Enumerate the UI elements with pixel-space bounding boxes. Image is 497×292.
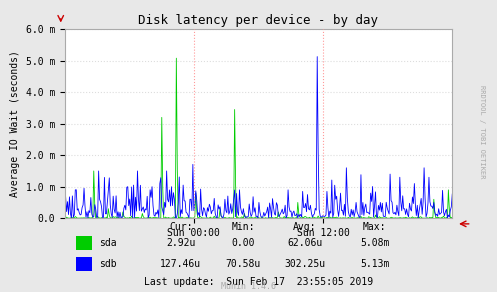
Text: Min:: Min: (231, 222, 254, 232)
Text: Avg:: Avg: (293, 222, 317, 232)
Bar (76, 236, 92, 250)
Text: 70.58u: 70.58u (225, 259, 260, 269)
Text: RRDTOOL / TOBI OETIKER: RRDTOOL / TOBI OETIKER (479, 85, 485, 178)
Text: 62.06u: 62.06u (287, 238, 323, 248)
Y-axis label: Average IO Wait (seconds): Average IO Wait (seconds) (10, 50, 20, 197)
Text: 5.13m: 5.13m (360, 259, 390, 269)
Title: Disk latency per device - by day: Disk latency per device - by day (139, 14, 378, 27)
Text: 302.25u: 302.25u (284, 259, 326, 269)
Text: 2.92u: 2.92u (166, 238, 196, 248)
Text: 127.46u: 127.46u (161, 259, 201, 269)
Bar (76, 257, 92, 271)
Text: Max:: Max: (363, 222, 387, 232)
Text: 0.00: 0.00 (231, 238, 254, 248)
Text: Munin 1.4.6: Munin 1.4.6 (221, 281, 276, 291)
Text: sda: sda (99, 238, 117, 248)
Text: Cur:: Cur: (169, 222, 193, 232)
Text: 5.08m: 5.08m (360, 238, 390, 248)
Text: sdb: sdb (99, 259, 117, 269)
Text: Last update:  Sun Feb 17  23:55:05 2019: Last update: Sun Feb 17 23:55:05 2019 (144, 277, 373, 287)
